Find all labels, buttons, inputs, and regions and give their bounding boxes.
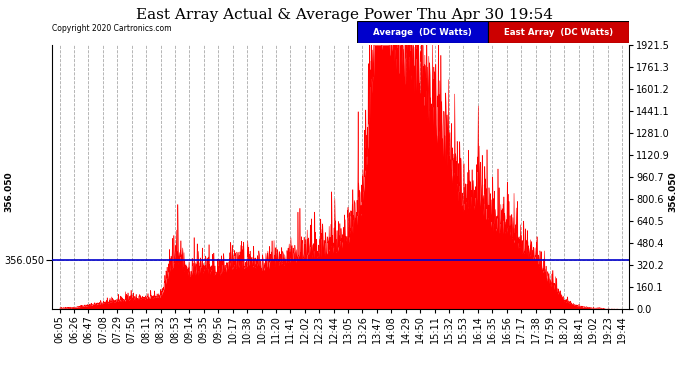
- Text: 356.050: 356.050: [668, 171, 678, 211]
- Text: East Array  (DC Watts): East Array (DC Watts): [504, 28, 613, 37]
- Text: East Array Actual & Average Power Thu Apr 30 19:54: East Array Actual & Average Power Thu Ap…: [137, 8, 553, 22]
- Text: Copyright 2020 Cartronics.com: Copyright 2020 Cartronics.com: [52, 24, 172, 33]
- Text: 356.050: 356.050: [4, 171, 14, 211]
- Bar: [357, 21, 488, 43]
- Text: Average  (DC Watts): Average (DC Watts): [373, 28, 471, 37]
- Bar: [488, 21, 629, 43]
